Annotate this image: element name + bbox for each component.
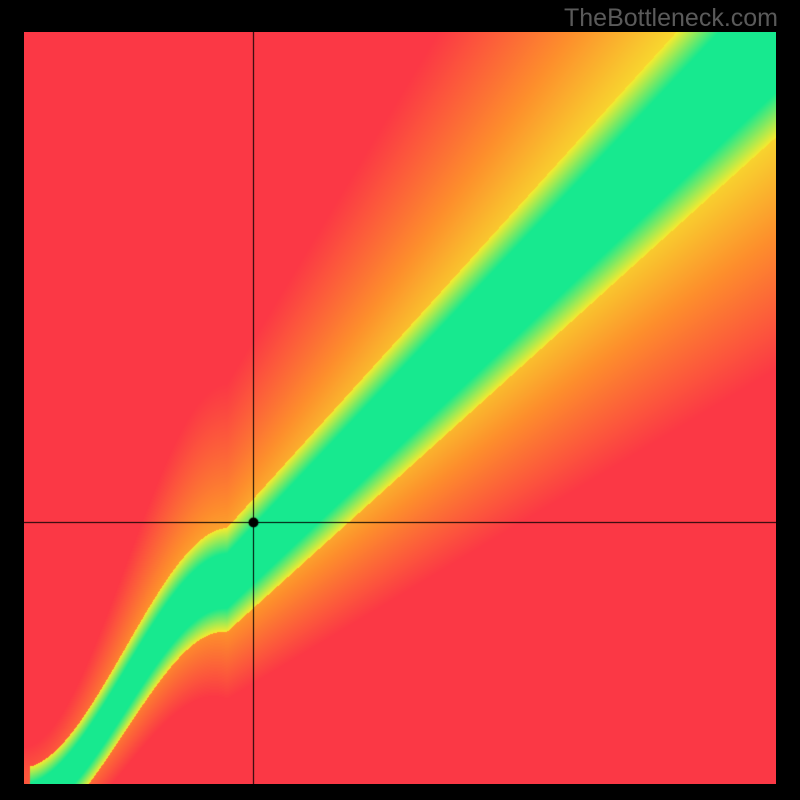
chart-container: TheBottleneck.com	[0, 0, 800, 800]
watermark-text: TheBottleneck.com	[564, 4, 778, 33]
bottleneck-heatmap	[24, 32, 776, 784]
